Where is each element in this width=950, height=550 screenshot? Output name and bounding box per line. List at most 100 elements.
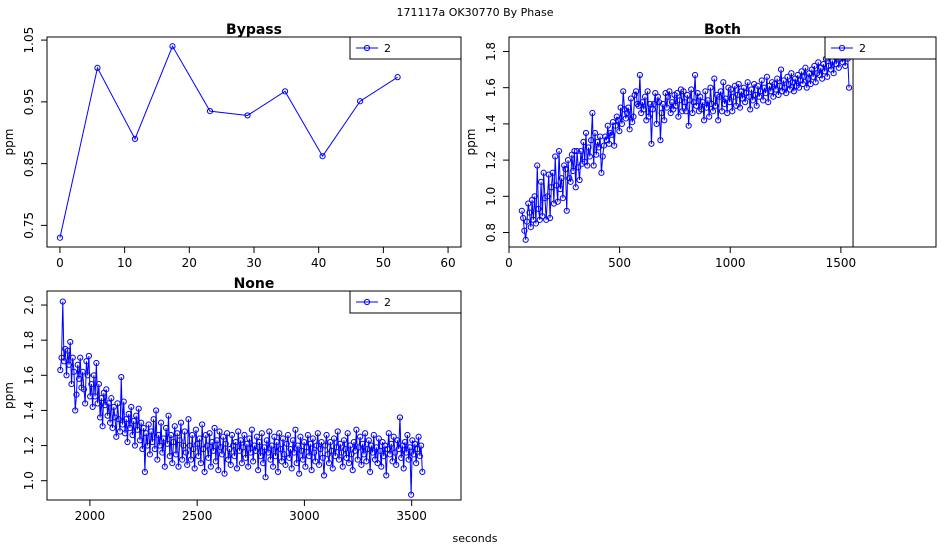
data-point xyxy=(98,395,105,402)
data-point xyxy=(700,117,708,124)
x-tick-label: 1000 xyxy=(715,256,746,270)
data-point xyxy=(385,430,392,437)
data-point xyxy=(175,463,182,470)
data-point xyxy=(56,234,64,241)
data-point xyxy=(811,62,818,70)
y-tick-label: 0.85 xyxy=(22,150,36,177)
y-tick-label: 1.6 xyxy=(22,366,36,385)
data-point xyxy=(539,213,546,220)
data-point xyxy=(151,445,158,453)
data-point xyxy=(329,465,336,472)
data-point xyxy=(322,442,329,449)
data-point xyxy=(681,99,688,106)
data-point xyxy=(93,359,100,367)
data-point xyxy=(202,431,209,439)
data-point xyxy=(712,102,719,109)
data-point xyxy=(602,133,609,140)
data-point xyxy=(95,380,102,388)
data-point xyxy=(747,106,754,113)
data-point xyxy=(166,452,173,460)
data-point xyxy=(171,423,178,430)
data-point xyxy=(418,442,425,449)
x-tick-label: 30 xyxy=(246,256,261,270)
data-point xyxy=(274,468,282,475)
data-point xyxy=(358,461,365,468)
data-point xyxy=(559,195,566,202)
data-point xyxy=(324,451,331,458)
y-tick-label: 0.8 xyxy=(484,223,498,242)
data-point xyxy=(566,175,573,182)
panel-both: Both ppm 0 500 1000 1500 0.8 1.0 1.2 1.4 1.6 1.8 2 xyxy=(464,22,937,270)
data-point xyxy=(176,437,183,444)
data-point xyxy=(206,430,213,437)
data-point xyxy=(830,70,837,77)
data-point xyxy=(563,207,570,214)
data-point xyxy=(92,393,99,400)
data-point xyxy=(273,438,280,446)
data-point xyxy=(635,102,642,109)
data-point xyxy=(364,445,371,453)
data-point xyxy=(389,458,396,465)
data-point xyxy=(64,347,71,354)
data-point xyxy=(194,440,201,447)
data-point xyxy=(786,86,794,93)
data-point xyxy=(169,43,176,50)
data-point xyxy=(561,162,568,169)
data-point xyxy=(101,402,109,409)
data-point xyxy=(799,80,806,88)
data-point xyxy=(588,137,595,144)
data-point xyxy=(356,98,364,105)
y-axis-label: ppm xyxy=(2,129,16,156)
data-point xyxy=(790,88,797,95)
data-point xyxy=(352,447,359,454)
data-point xyxy=(656,99,663,106)
data-point xyxy=(580,138,587,146)
x-tick-label: 40 xyxy=(311,256,326,270)
data-point xyxy=(383,472,390,479)
data-point xyxy=(261,444,268,451)
data-point xyxy=(598,169,605,176)
data-point xyxy=(228,431,236,439)
data-point xyxy=(842,62,849,70)
data-point xyxy=(376,447,384,454)
y-tick-label: 0.95 xyxy=(22,88,36,115)
data-point xyxy=(716,93,723,100)
data-point xyxy=(70,368,78,375)
data-point xyxy=(262,474,269,481)
data-point xyxy=(812,79,819,86)
data-point xyxy=(174,430,181,437)
data-point xyxy=(88,380,95,388)
data-point xyxy=(537,178,545,185)
data-point xyxy=(756,93,763,100)
data-point xyxy=(325,460,333,467)
data-point xyxy=(650,100,658,108)
data-point xyxy=(785,80,792,88)
data-point xyxy=(758,77,765,84)
data-point xyxy=(535,205,542,213)
series-line xyxy=(59,301,423,495)
data-point xyxy=(804,75,812,82)
data-point xyxy=(269,463,277,470)
data-point xyxy=(763,73,771,80)
data-point xyxy=(557,185,564,193)
data-point xyxy=(649,106,656,113)
data-point xyxy=(754,82,762,89)
data-point xyxy=(200,445,207,453)
data-point xyxy=(75,375,83,382)
data-point xyxy=(605,140,613,147)
data-point xyxy=(281,451,288,458)
data-point xyxy=(289,437,297,444)
data-point xyxy=(709,108,717,115)
data-point xyxy=(253,433,260,440)
data-point xyxy=(558,175,565,182)
data-point xyxy=(233,465,241,472)
data-point xyxy=(706,113,713,120)
data-point xyxy=(699,99,706,106)
data-point xyxy=(378,463,385,470)
data-point xyxy=(276,430,283,437)
data-point xyxy=(184,461,191,468)
data-point xyxy=(550,200,558,207)
data-point xyxy=(659,100,667,108)
data-point xyxy=(545,171,552,178)
